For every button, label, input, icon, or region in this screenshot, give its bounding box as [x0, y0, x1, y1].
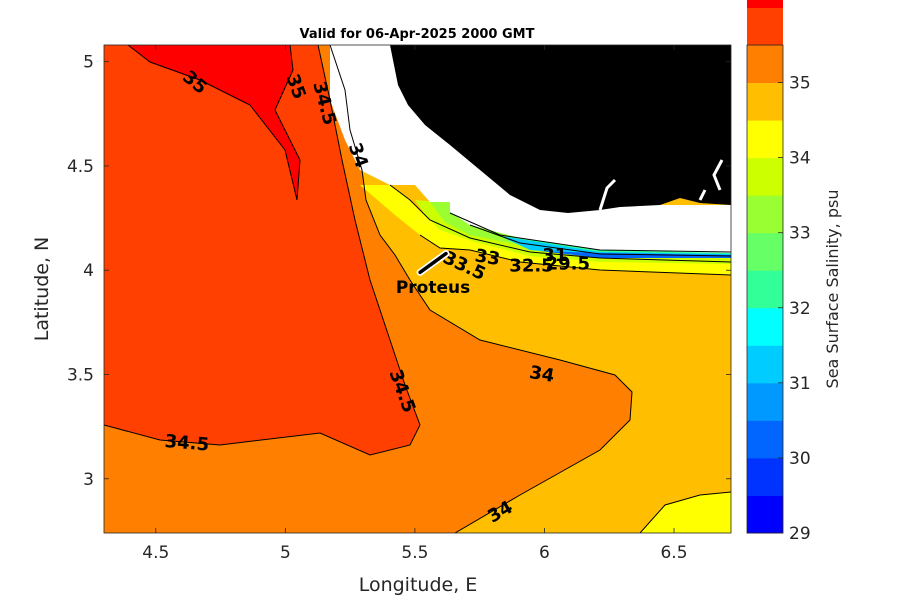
contour-label: 33 — [473, 245, 501, 270]
y-tick-label: 3 — [83, 470, 94, 490]
colorbar-swatch — [747, 232, 783, 271]
contour-label: 32.5 — [509, 256, 553, 277]
contour-33-5 — [389, 184, 731, 263]
y-tick-label: 3.5 — [67, 366, 94, 386]
x-axis-ticks: 4.5 5 5.5 6 6.5 — [142, 45, 688, 563]
colorbar-tick-label: 35 — [789, 74, 811, 94]
y-axis-ticks: 3 3.5 4 4.5 5 — [67, 53, 731, 490]
y-tick-label: 4.5 — [67, 157, 94, 177]
colorbar-tick-label: 30 — [789, 449, 811, 469]
contour-lines — [104, 45, 731, 533]
contour-34 — [329, 45, 633, 533]
x-tick-label: 5 — [280, 543, 291, 563]
contour-label: 29.5 — [546, 253, 590, 274]
colorbar-tick-label: 29 — [789, 524, 811, 544]
colorbar-frame — [746, 44, 784, 534]
river-2 — [712, 159, 724, 191]
y-tick-label: 4 — [83, 261, 94, 281]
colorbar-tick-label: 31 — [789, 374, 811, 394]
region-34-5-35 — [104, 45, 420, 455]
river-3 — [698, 189, 707, 201]
colorbar-tick-label: 33 — [789, 224, 811, 244]
colorbar-swatch — [747, 420, 783, 459]
colorbar-swatch — [747, 457, 783, 496]
contour-label: 34.5 — [164, 431, 210, 456]
colorbar-label: Sea Surface Salinity, psu — [823, 190, 842, 389]
contour-coastal-2 — [469, 224, 731, 257]
colorbar-swatch — [747, 157, 783, 196]
colorbar-swatch — [747, 45, 783, 84]
colorbar-swatch — [747, 0, 783, 8]
x-tick-label: 6 — [539, 543, 550, 563]
contour-34-5-east — [104, 45, 421, 456]
plot-frame — [103, 44, 732, 534]
colorbar-swatch — [747, 120, 783, 159]
chart-title: Valid for 06-Apr-2025 2000 GMT — [300, 27, 535, 42]
x-tick-label: 5.5 — [401, 543, 428, 563]
platform-marker — [418, 251, 448, 275]
river-1 — [598, 178, 617, 211]
x-tick-label: 4.5 — [142, 543, 169, 563]
region-35 — [128, 45, 300, 200]
colorbar-swatch — [747, 195, 783, 234]
land-mass — [390, 45, 731, 213]
x-axis-label: Longitude, E — [359, 574, 478, 596]
contour-label: 34 — [528, 362, 556, 387]
colorbar-tick-label: 34 — [789, 149, 811, 169]
colorbar-swatch — [747, 270, 783, 309]
colorbar-swatch — [747, 345, 783, 384]
y-axis-label: Latitude, N — [31, 237, 53, 342]
annotations: Proteus — [396, 250, 470, 298]
colorbar-swatch — [747, 382, 783, 421]
contour-label: 31 — [542, 245, 567, 266]
region-33-33-5 — [640, 492, 731, 533]
nodata-region — [330, 45, 731, 253]
colorbar-swatch — [747, 307, 783, 346]
colorbar-swatch — [747, 495, 783, 534]
colorbar-tick-label: 32 — [789, 299, 811, 319]
colorbar: 29 30 31 32 33 34 35 — [746, 0, 811, 544]
plot-area — [104, 45, 731, 533]
y-tick-label: 5 — [83, 53, 94, 73]
contour-35 — [127, 45, 301, 201]
colorbar-swatch — [747, 82, 783, 121]
contour-33 — [419, 234, 731, 276]
platform-label: Proteus — [396, 278, 470, 298]
contour-33-5-south — [639, 491, 731, 533]
x-tick-label: 6.5 — [660, 543, 687, 563]
colorbar-swatch — [747, 7, 783, 46]
contour-coastal-1 — [449, 212, 731, 253]
